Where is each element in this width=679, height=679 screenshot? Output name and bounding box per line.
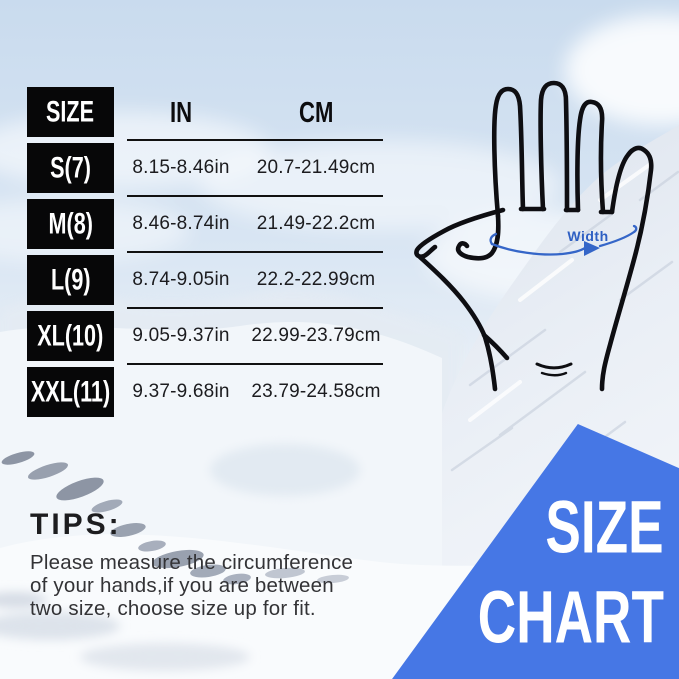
in-value: 8.15-8.46in	[132, 157, 230, 178]
header-size: SIZE	[27, 87, 114, 137]
tips-body: Please measure the circumference of your…	[30, 551, 354, 620]
size-label: XXL(11)	[27, 367, 114, 417]
table-row: S(7) 8.15-8.46in 20.7-21.49cm	[0, 143, 679, 193]
header-in: IN	[169, 95, 193, 129]
size-label: XL(10)	[27, 311, 114, 361]
table-row: M(8) 8.46-8.74in 21.49-22.2cm	[0, 199, 679, 249]
in-value: 8.46-8.74in	[132, 213, 230, 234]
in-value: 8.74-9.05in	[132, 269, 230, 290]
table-row: L(9) 8.74-9.05in 22.2-22.99cm	[0, 255, 679, 305]
tips-section: TIPS: Please measure the circumference o…	[30, 508, 450, 620]
in-value: 9.37-9.68in	[132, 381, 230, 402]
size-label: L(9)	[27, 255, 114, 305]
cm-value: 23.79-24.58cm	[251, 381, 381, 402]
size-label: S(7)	[27, 143, 114, 193]
bottom-snow-shading	[0, 444, 360, 671]
in-value: 9.05-9.37in	[132, 325, 230, 346]
size-label: M(8)	[27, 199, 114, 249]
rock-outcrops	[1, 451, 349, 585]
row-divider	[127, 307, 383, 309]
header-cm: CM	[298, 95, 334, 129]
cm-value: 21.49-22.2cm	[256, 213, 376, 234]
row-divider	[127, 251, 383, 253]
banner-line2: CHART	[477, 575, 664, 659]
banner-line1: SIZE	[545, 485, 664, 569]
row-divider	[127, 363, 383, 365]
cm-value: 22.99-23.79cm	[251, 325, 381, 346]
row-divider	[127, 195, 383, 197]
cm-value: 22.2-22.99cm	[256, 269, 376, 290]
cm-value: 20.7-21.49cm	[256, 157, 376, 178]
size-table: SIZE IN CM S(7) 8.15-8.46in 20.7-21.49cm…	[0, 87, 679, 417]
row-divider	[127, 139, 383, 141]
tips-heading: TIPS:	[30, 508, 122, 541]
table-row: XL(10) 9.05-9.37in 22.99-23.79cm	[0, 311, 679, 361]
table-header-row: SIZE IN CM	[0, 87, 679, 137]
table-row: XXL(11) 9.37-9.68in 23.79-24.58cm	[0, 367, 679, 417]
